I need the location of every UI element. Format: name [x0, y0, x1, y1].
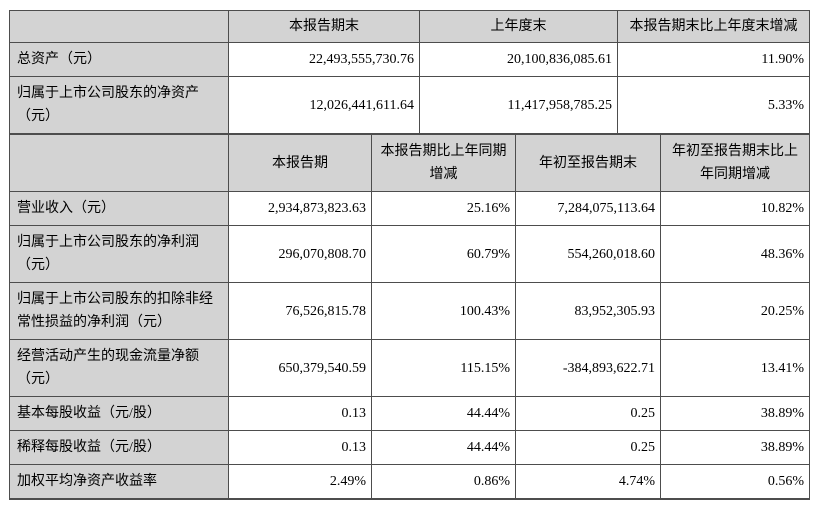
value-cell: 60.79%	[371, 225, 516, 283]
column-header-blank	[9, 10, 229, 43]
value-cell: 554,260,018.60	[515, 225, 661, 283]
column-header-year-to-date: 年初至报告期末	[515, 134, 661, 192]
header-row: 本报告期末 上年度末 本报告期末比上年度末增减	[9, 10, 810, 43]
value-cell: 7,284,075,113.64	[515, 191, 661, 226]
value-cell: 25.16%	[371, 191, 516, 226]
value-cell: 48.36%	[660, 225, 810, 283]
column-header-current-period-end: 本报告期末	[228, 10, 420, 43]
row-label-cell: 基本每股收益（元/股）	[9, 396, 229, 431]
table-row: 归属于上市公司股东的净资产（元） 12,026,441,611.64 11,417,…	[9, 76, 810, 134]
row-label-cell: 营业收入（元）	[9, 191, 229, 226]
column-header-blank	[9, 134, 229, 192]
row-label-cell: 加权平均净资产收益率	[9, 464, 229, 500]
row-label-cell: 经营活动产生的现金流量净额（元）	[9, 339, 229, 397]
value-cell: 0.25	[515, 396, 661, 431]
table-row: 基本每股收益（元/股） 0.13 44.44% 0.25 38.89%	[9, 396, 810, 431]
row-label-cell: 归属于上市公司股东的净资产（元）	[9, 76, 229, 134]
table-row: 经营活动产生的现金流量净额（元） 650,379,540.59 115.15% -38…	[9, 339, 810, 397]
value-cell: 38.89%	[660, 430, 810, 465]
value-cell: 76,526,815.78	[228, 282, 372, 340]
table-row: 总资产（元） 22,493,555,730.76 20,100,836,085.61…	[9, 42, 810, 77]
value-cell: 0.86%	[371, 464, 516, 500]
value-cell: 0.13	[228, 430, 372, 465]
value-cell: 0.56%	[660, 464, 810, 500]
header-row: 本报告期 本报告期比上年同期增减 年初至报告期末 年初至报告期末比上年同期增减	[9, 134, 810, 192]
value-cell: 2,934,873,823.63	[228, 191, 372, 226]
value-cell: 44.44%	[371, 430, 516, 465]
value-cell: 296,070,808.70	[228, 225, 372, 283]
value-cell: 4.74%	[515, 464, 661, 500]
table-row: 归属于上市公司股东的扣除非经常性损益的净利润（元） 76,526,815.78 10…	[9, 282, 810, 340]
column-header-change-vs-same-period: 本报告期比上年同期增减	[371, 134, 516, 192]
table-row: 加权平均净资产收益率 2.49% 0.86% 4.74% 0.56%	[9, 464, 810, 500]
value-cell: 100.43%	[371, 282, 516, 340]
value-cell: 2.49%	[228, 464, 372, 500]
row-label-cell: 归属于上市公司股东的净利润（元）	[9, 225, 229, 283]
column-header-ytd-change-vs-same-period: 年初至报告期末比上年同期增减	[660, 134, 810, 192]
column-header-change-vs-prior-year-end: 本报告期末比上年度末增减	[617, 10, 810, 43]
value-cell: 650,379,540.59	[228, 339, 372, 397]
value-cell: 13.41%	[660, 339, 810, 397]
row-label-cell: 归属于上市公司股东的扣除非经常性损益的净利润（元）	[9, 282, 229, 340]
financial-report-document: 本报告期末 上年度末 本报告期末比上年度末增减 总资产（元） 22,493,555…	[9, 10, 810, 500]
value-cell: 44.44%	[371, 396, 516, 431]
row-label-cell: 总资产（元）	[9, 42, 229, 77]
key-metrics-period-end-table: 本报告期末 上年度末 本报告期末比上年度末增减 总资产（元） 22,493,555…	[9, 10, 810, 134]
value-cell: 20,100,836,085.61	[419, 42, 618, 77]
row-label-cell: 稀释每股收益（元/股）	[9, 430, 229, 465]
table-row: 营业收入（元） 2,934,873,823.63 25.16% 7,284,075,1…	[9, 191, 810, 226]
column-header-prior-year-end: 上年度末	[419, 10, 618, 43]
table-row: 稀释每股收益（元/股） 0.13 44.44% 0.25 38.89%	[9, 430, 810, 465]
value-cell: 83,952,305.93	[515, 282, 661, 340]
value-cell: 12,026,441,611.64	[228, 76, 420, 134]
value-cell: -384,893,622.71	[515, 339, 661, 397]
value-cell: 115.15%	[371, 339, 516, 397]
value-cell: 10.82%	[660, 191, 810, 226]
value-cell: 11.90%	[617, 42, 810, 77]
value-cell: 38.89%	[660, 396, 810, 431]
value-cell: 5.33%	[617, 76, 810, 134]
value-cell: 22,493,555,730.76	[228, 42, 420, 77]
value-cell: 0.25	[515, 430, 661, 465]
value-cell: 0.13	[228, 396, 372, 431]
value-cell: 20.25%	[660, 282, 810, 340]
table-row: 归属于上市公司股东的净利润（元） 296,070,808.70 60.79% 554,…	[9, 225, 810, 283]
value-cell: 11,417,958,785.25	[419, 76, 618, 134]
column-header-current-period: 本报告期	[228, 134, 372, 192]
key-metrics-period-table: 本报告期 本报告期比上年同期增减 年初至报告期末 年初至报告期末比上年同期增减 …	[9, 134, 810, 500]
